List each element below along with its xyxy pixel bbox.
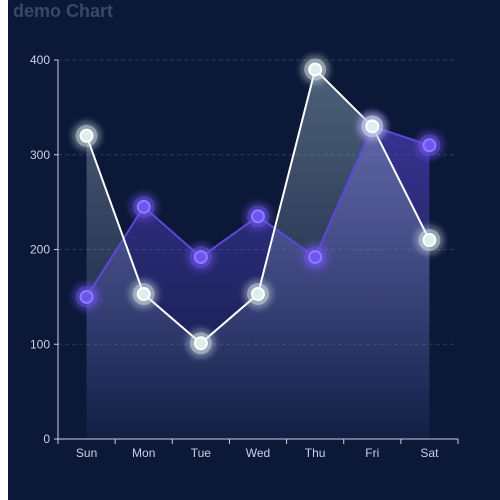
y-tick-label: 300 xyxy=(30,148,50,162)
series-1-point-wed[interactable] xyxy=(243,201,273,232)
point-dot xyxy=(79,289,94,304)
point-dot xyxy=(251,287,265,302)
x-tick-label: Wed xyxy=(246,446,270,460)
x-tick-label: Sat xyxy=(420,446,439,460)
series-2-point-sun[interactable] xyxy=(71,120,102,151)
series-1-point-sun[interactable] xyxy=(71,281,102,312)
x-tick-label: Thu xyxy=(305,446,326,460)
point-dot xyxy=(308,62,323,77)
y-tick-label: 0 xyxy=(43,432,50,446)
y-tick-label: 400 xyxy=(30,53,50,67)
series-2-area xyxy=(86,69,430,439)
y-tick-label: 100 xyxy=(30,337,50,351)
series-1-point-thu[interactable] xyxy=(300,242,331,273)
point-dot xyxy=(365,119,380,134)
series-1-point-mon[interactable] xyxy=(128,191,159,222)
y-tick-label: 200 xyxy=(30,243,50,257)
series-2-point-mon[interactable] xyxy=(128,279,159,310)
series-2-point-tue[interactable] xyxy=(185,328,216,359)
point-dot xyxy=(422,138,437,153)
x-tick-label: Tue xyxy=(191,446,212,460)
series-2-point-wed[interactable] xyxy=(243,279,273,310)
point-dot xyxy=(79,128,94,143)
series-2-point-sat[interactable] xyxy=(414,225,445,256)
point-dot xyxy=(193,336,208,351)
point-dot xyxy=(308,250,323,265)
x-tick-label: Fri xyxy=(365,446,379,460)
chart-title: demo Chart xyxy=(13,1,114,21)
point-dot xyxy=(193,250,208,265)
series-1-point-sat[interactable] xyxy=(414,130,445,161)
series-2-point-fri[interactable] xyxy=(357,111,388,142)
point-dot xyxy=(136,287,151,302)
axes: 0 100 200 300 400 Sun Mon Tue Wed Thu Fri Sat xyxy=(30,53,459,460)
series-1-point-tue[interactable] xyxy=(185,242,216,273)
data-points xyxy=(71,54,445,359)
point-dot xyxy=(422,233,437,248)
series-2-point-thu[interactable] xyxy=(300,54,331,85)
point-dot xyxy=(251,209,265,224)
point-dot xyxy=(136,199,151,214)
x-tick-label: Sun xyxy=(76,446,97,460)
x-tick-label: Mon xyxy=(132,446,155,460)
